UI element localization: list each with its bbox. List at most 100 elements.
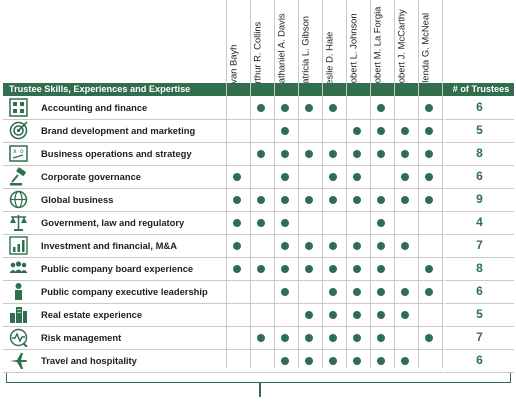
skill-dot	[401, 357, 409, 365]
skill-dot	[329, 311, 337, 319]
airplane-icon	[9, 351, 28, 370]
skill-dot	[233, 196, 241, 204]
trustee-count: 8	[476, 261, 483, 275]
skill-label: Brand development and marketing	[41, 125, 196, 136]
row-divider	[445, 188, 514, 189]
skill-dot	[305, 150, 313, 158]
row-divider	[445, 165, 514, 166]
skill-dot	[281, 242, 289, 250]
trustee-name: Robert M. La Forgia	[371, 6, 383, 90]
skill-row: Public company board experience 8	[0, 257, 516, 280]
skill-dot	[401, 288, 409, 296]
column-divider	[442, 0, 443, 368]
trustee-name: Patricia L. Gibson	[299, 16, 311, 90]
skill-row: Investment and financial, M&A 7	[0, 234, 516, 257]
skill-dot	[353, 242, 361, 250]
bracket-tick	[259, 383, 261, 397]
skill-dot	[281, 265, 289, 273]
header-bar: Trustee Skills, Experiences and Expertis…	[3, 83, 514, 96]
row-divider	[445, 257, 514, 258]
row-divider	[445, 280, 514, 281]
skill-label: Investment and financial, M&A	[41, 240, 177, 251]
skill-row: Accounting and finance 6	[0, 96, 516, 119]
trustee-count: 5	[476, 307, 483, 321]
row-divider	[3, 188, 444, 189]
target-icon	[9, 121, 28, 140]
row-divider	[3, 280, 444, 281]
skill-dot	[329, 288, 337, 296]
skill-dot	[353, 173, 361, 181]
skill-label: Global business	[41, 194, 114, 205]
skills-column-title: Trustee Skills, Experiences and Expertis…	[9, 84, 191, 94]
skill-dot	[257, 196, 265, 204]
row-divider	[445, 119, 514, 120]
row-divider	[445, 211, 514, 212]
skill-row: Travel and hospitality 6	[0, 349, 516, 372]
skill-dot	[329, 196, 337, 204]
skill-row: Public company executive leadership 6	[0, 280, 516, 303]
skill-dot	[329, 242, 337, 250]
skill-dot	[425, 104, 433, 112]
skill-dot	[233, 219, 241, 227]
column-divider	[298, 0, 299, 368]
skill-dot	[281, 219, 289, 227]
row-divider	[3, 372, 444, 373]
skill-dot	[281, 288, 289, 296]
skill-dot	[353, 334, 361, 342]
skill-dot	[233, 242, 241, 250]
skill-dot	[329, 104, 337, 112]
column-divider	[274, 0, 275, 368]
column-divider	[226, 0, 227, 368]
executive-icon	[9, 282, 28, 301]
skill-label: Corporate governance	[41, 171, 142, 182]
skill-dot	[377, 127, 385, 135]
skill-label: Real estate experience	[41, 309, 143, 320]
row-divider	[3, 326, 444, 327]
skill-label: Government, law and regulatory	[41, 217, 185, 228]
row-divider	[3, 142, 444, 143]
trustee-name: Leslie D. Hale	[323, 31, 335, 90]
skill-dot	[353, 288, 361, 296]
trustee-count: 5	[476, 123, 483, 137]
skill-dot	[353, 196, 361, 204]
row-divider	[3, 119, 444, 120]
column-divider	[322, 0, 323, 368]
skill-dot	[305, 334, 313, 342]
skill-dot	[401, 196, 409, 204]
people-icon	[9, 259, 28, 278]
skill-dot	[281, 357, 289, 365]
skill-row: Risk management 7	[0, 326, 516, 349]
count-column-title: # of Trustees	[452, 84, 510, 94]
trustee-count: 4	[476, 215, 483, 229]
skill-dot	[401, 173, 409, 181]
skill-dot	[377, 150, 385, 158]
skill-dot	[377, 242, 385, 250]
trustee-count: 7	[476, 238, 483, 252]
row-divider	[3, 257, 444, 258]
skill-row: Government, law and regulatory 4	[0, 211, 516, 234]
skill-dot	[257, 265, 265, 273]
skill-dot	[281, 173, 289, 181]
trustee-name: Arthur R. Collins	[251, 21, 263, 90]
skill-dot	[425, 150, 433, 158]
skill-dot	[281, 196, 289, 204]
gavel-icon	[9, 167, 28, 186]
skill-row: Brand development and marketing 5	[0, 119, 516, 142]
skill-dot	[425, 288, 433, 296]
skill-dot	[233, 173, 241, 181]
skill-dot	[425, 265, 433, 273]
skill-dot	[401, 242, 409, 250]
svg-text:x: x	[13, 148, 17, 155]
skill-dot	[233, 265, 241, 273]
skill-dot	[401, 127, 409, 135]
trustee-count: 8	[476, 146, 483, 160]
skill-dot	[305, 265, 313, 273]
trustee-count: 6	[476, 284, 483, 298]
skill-dot	[305, 357, 313, 365]
skill-dot	[377, 311, 385, 319]
skill-dot	[257, 104, 265, 112]
skill-dot	[377, 265, 385, 273]
skill-dot	[257, 334, 265, 342]
trustee-count: 6	[476, 100, 483, 114]
